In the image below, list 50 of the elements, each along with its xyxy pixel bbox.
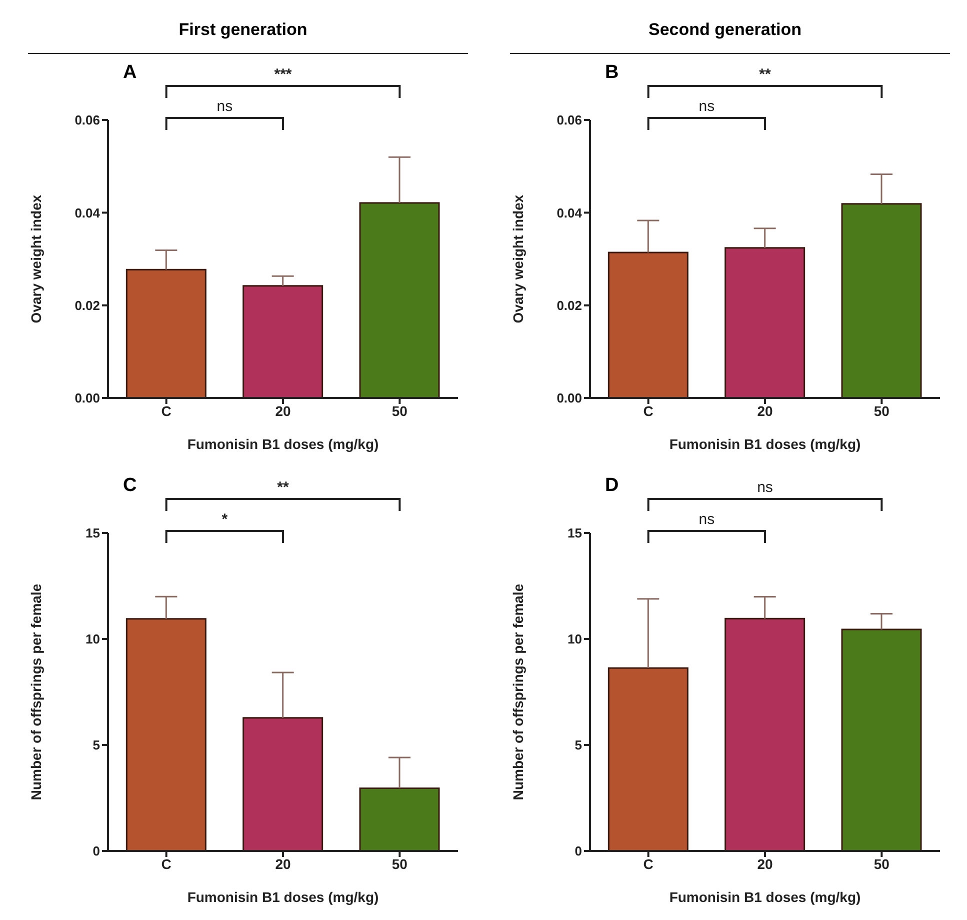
text: Second generation [647, 19, 803, 40]
y-tick-label: 10 [86, 632, 100, 647]
x-tick-label: C [161, 402, 172, 419]
chart-title: D [605, 475, 619, 497]
y-tick-label: 0.06 [74, 112, 100, 128]
y-tick-label: 0 [92, 844, 100, 859]
y-axis-title: Ovary weight index [28, 194, 44, 324]
text: * [222, 511, 228, 528]
chart-title: B [605, 62, 619, 84]
y-tick-label: 0.06 [556, 112, 582, 128]
y-tick-label: 5 [92, 738, 100, 753]
x-axis-title: Fumonisin B1 doses (mg/kg) [187, 889, 379, 905]
text: ** [277, 479, 289, 496]
x-tick-label: C [161, 856, 172, 872]
y-tick-label: 0.04 [74, 205, 101, 220]
x-axis-title: Fumonisin B1 doses (mg/kg) [187, 436, 379, 452]
y-tick-label: 15 [86, 526, 100, 541]
y-tick-label: 0.00 [556, 390, 582, 406]
x-tick-label: 20 [275, 856, 291, 872]
y-axis-title: Number of offsprings per female [28, 584, 44, 800]
y-tick-label: 5 [574, 738, 582, 753]
x-tick-label: 20 [275, 402, 291, 419]
x-axis-title: Fumonisin B1 doses (mg/kg) [669, 436, 861, 452]
text: ns [698, 98, 715, 115]
y-tick-label: 0.02 [556, 298, 582, 313]
x-axis-title: Fumonisin B1 doses (mg/kg) [669, 889, 861, 905]
chart-title: A [123, 62, 137, 84]
x-tick-label: 50 [874, 856, 890, 872]
x-tick-label: C [643, 402, 654, 419]
x-tick-label: 20 [757, 402, 773, 419]
x-tick-label: C [643, 856, 654, 872]
text: ns [757, 479, 773, 496]
y-tick-label: 0.02 [74, 298, 100, 313]
x-tick-label: 50 [392, 402, 408, 419]
y-axis-title: Number of offsprings per female [510, 584, 526, 800]
x-tick-label: 50 [392, 856, 408, 872]
y-tick-label: 10 [568, 632, 582, 647]
chart-title: C [123, 475, 137, 497]
y-tick-label: 15 [568, 526, 582, 541]
x-tick-label: 50 [874, 402, 890, 419]
text: ** [759, 66, 771, 83]
text: ns [698, 511, 715, 528]
y-axis-title: Ovary weight index [510, 194, 526, 324]
y-tick-label: 0.04 [556, 205, 583, 220]
text: *** [274, 66, 292, 83]
text: ns [216, 98, 233, 115]
x-tick-label: 20 [757, 856, 773, 872]
text: First generation [178, 19, 308, 40]
y-tick-label: 0.00 [74, 390, 100, 406]
y-tick-label: 0 [574, 844, 582, 859]
